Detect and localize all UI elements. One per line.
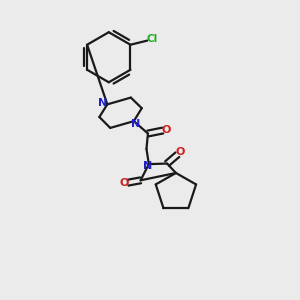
Text: N: N (98, 98, 107, 108)
Text: N: N (131, 119, 140, 129)
Text: Cl: Cl (147, 34, 158, 44)
Text: N: N (143, 161, 152, 172)
Text: O: O (176, 147, 185, 158)
Text: O: O (120, 178, 129, 188)
Text: O: O (161, 125, 171, 135)
